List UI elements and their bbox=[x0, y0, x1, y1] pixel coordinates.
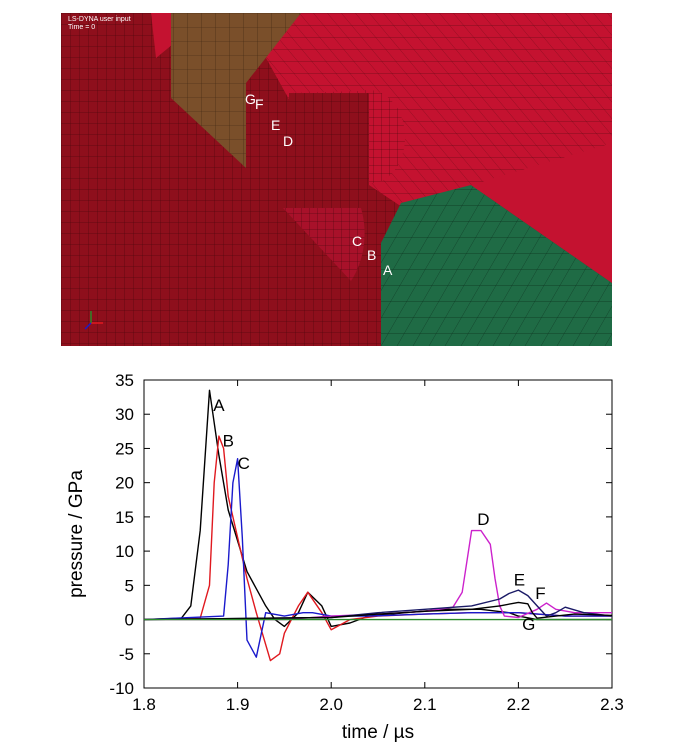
series-line-b bbox=[143, 435, 612, 662]
top-surface-mesh bbox=[241, 13, 612, 213]
hole-wall-mesh bbox=[289, 93, 369, 208]
mesh-label-a: A bbox=[383, 262, 393, 278]
plot-frame bbox=[143, 379, 613, 689]
series-line-e bbox=[143, 589, 613, 621]
curve-label-d: D bbox=[477, 510, 489, 529]
x-axis-label: time / µs bbox=[342, 722, 414, 743]
quarter-disc-mesh bbox=[283, 208, 365, 281]
mesh-label-c: C bbox=[352, 233, 362, 249]
series-line-f bbox=[143, 601, 613, 621]
curve-label-b: B bbox=[223, 431, 234, 450]
y-tick-label: 0 bbox=[125, 611, 134, 630]
y-tick-label: 35 bbox=[115, 371, 134, 390]
y-tick-label: 30 bbox=[115, 405, 134, 424]
x-tick-label: 2.3 bbox=[600, 695, 624, 714]
x-tick-label: 1.9 bbox=[226, 695, 250, 714]
series-group bbox=[143, 389, 613, 662]
hud-title: LS-DYNA user input bbox=[68, 16, 131, 23]
y-tick-label: -5 bbox=[119, 645, 134, 664]
curve-label-c: C bbox=[238, 454, 250, 473]
y-tick-label: 15 bbox=[115, 508, 134, 527]
series-line-d bbox=[144, 529, 612, 621]
x-tick-label: 2.1 bbox=[413, 695, 437, 714]
axis-triad-icon bbox=[84, 311, 103, 330]
y-tick-label: 5 bbox=[125, 576, 134, 595]
mesh-label-g: G bbox=[245, 91, 256, 107]
curve-label-g: G bbox=[522, 615, 535, 634]
curve-labels: ABC D EFG bbox=[213, 396, 545, 634]
mesh-svg: LS-DYNA user input Time = 0 G F E D C B … bbox=[61, 13, 612, 346]
curve-label-f: F bbox=[535, 584, 545, 603]
x-tick-label: 1.8 bbox=[132, 695, 156, 714]
mesh-view: LS-DYNA user input Time = 0 G F E D C B … bbox=[61, 13, 612, 346]
curve-label-e: E bbox=[514, 570, 525, 589]
y-tick-label: 25 bbox=[115, 439, 134, 458]
y-tick-label: 20 bbox=[115, 474, 134, 493]
chart-svg: 1.8 1.9 2.0 2.1 2.2 2.3 35 30 25 20 15 10 5 0 -5 -10 AB… bbox=[66, 371, 624, 743]
x-tick-label: 2.0 bbox=[319, 695, 343, 714]
mesh-label-f: F bbox=[255, 96, 264, 112]
y-axis-label: pressure / GPa bbox=[66, 470, 87, 598]
x-tick-label: 2.2 bbox=[507, 695, 531, 714]
mesh-label-e: E bbox=[271, 117, 280, 133]
mesh-label-b: B bbox=[367, 247, 376, 263]
right-top-surface bbox=[471, 143, 612, 283]
y-tick-label: -10 bbox=[109, 679, 134, 698]
green-block-mesh bbox=[381, 185, 612, 346]
axes: 1.8 1.9 2.0 2.1 2.2 2.3 35 30 25 20 15 10 5 0 -5 -10 bbox=[109, 371, 623, 714]
curve-label-a: A bbox=[213, 396, 225, 415]
y-tick-label: 10 bbox=[115, 542, 134, 561]
brown-face-mesh bbox=[171, 13, 301, 168]
mesh-label-d: D bbox=[283, 133, 293, 149]
series-line-c bbox=[143, 457, 612, 658]
hud-time: Time = 0 bbox=[68, 24, 95, 31]
